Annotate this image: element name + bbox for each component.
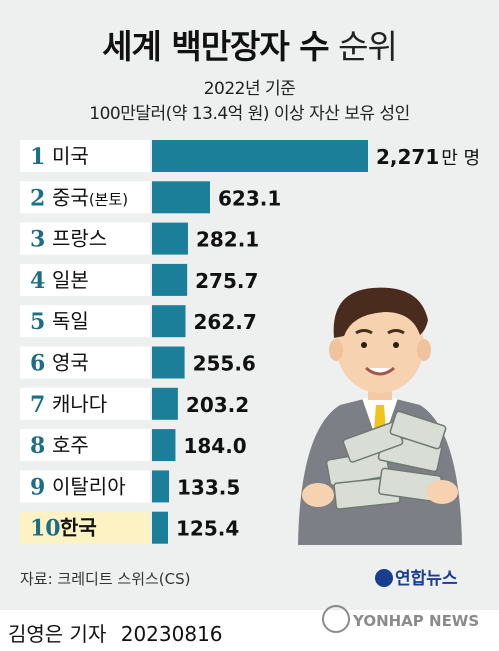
data-label: 184.0 (183, 434, 246, 458)
country-label-bg (20, 429, 150, 462)
byline: 김영은 기자 20230816 (8, 618, 223, 647)
bar (152, 470, 170, 503)
country-label-bg (20, 181, 150, 214)
country-name: 영국 (52, 351, 89, 375)
data-label: 125.4 (176, 517, 239, 541)
country-name: 프랑스 (52, 227, 107, 251)
watermark: YONHAP NEWS (322, 605, 479, 633)
businessman-with-money-icon (298, 287, 462, 545)
country-label-bg (20, 263, 150, 296)
subtitle-year: 2022년 기준 (203, 79, 296, 99)
watermark-icon (322, 605, 350, 633)
country-name: 호주 (52, 433, 89, 457)
yonhap-logo-icon (375, 569, 393, 587)
title-light: 순위 (338, 27, 398, 66)
bar (152, 346, 185, 379)
bar (152, 181, 210, 214)
country-name: 일본 (52, 268, 89, 292)
logo-text: 연합뉴스 (395, 569, 458, 589)
country-name: 캐나다 (52, 392, 107, 416)
country-name: 한국 (60, 516, 97, 540)
data-label: 133.5 (177, 475, 240, 499)
country-label-bg (20, 346, 150, 379)
bar (152, 305, 186, 338)
bar (152, 263, 188, 296)
country-label-bg (20, 222, 150, 255)
rank-number: 1 (30, 144, 45, 170)
rank-number: 5 (30, 309, 45, 335)
rank-number: 10 (30, 516, 61, 542)
title-bold: 세계 백만장자 수 (102, 27, 329, 66)
bar (152, 222, 188, 255)
data-label: 2,271 만 명 (376, 145, 480, 169)
bar (152, 140, 368, 172)
country-name: 독일 (52, 309, 89, 333)
data-label: 203.2 (186, 393, 249, 417)
unit-label: 만 명 (441, 148, 480, 169)
data-label: 262.7 (193, 310, 256, 334)
country-label-bg (20, 387, 150, 420)
reporter-name: 김영은 기자 (8, 622, 107, 646)
country-label-bg (20, 305, 150, 338)
bar (152, 429, 176, 462)
watermark-text: YONHAP NEWS (353, 612, 480, 630)
yonhap-logo: 연합뉴스 (375, 564, 458, 589)
data-label: 282.1 (196, 228, 259, 252)
rank-number: 6 (30, 351, 45, 377)
rank-number: 9 (30, 474, 45, 500)
country-label-bg (20, 140, 150, 172)
data-label: 623.1 (218, 186, 281, 210)
bar (152, 387, 178, 420)
country-name: 이탈리아 (52, 474, 126, 498)
rank-number: 4 (30, 268, 45, 294)
country-label-bg (20, 511, 150, 544)
country-label-bg (20, 470, 150, 503)
bar (152, 511, 168, 544)
rank-number: 8 (30, 433, 45, 459)
rank-number: 7 (30, 392, 45, 418)
chart-title: 세계 백만장자 수 순위 (0, 20, 499, 68)
subtitle-definition: 100만달러(약 13.4억 원) 이상 자산 보유 성인 (89, 104, 410, 124)
country-suffix: (본토) (89, 190, 128, 208)
source-note: 자료: 크레디트 스위스(CS) (20, 570, 191, 588)
rank-number: 2 (30, 185, 45, 211)
data-label: 275.7 (195, 269, 258, 293)
country-name: 미국 (52, 144, 89, 168)
rank-number: 3 (30, 227, 45, 253)
bar-chart: 1 미국 2,271 만 명2 중국(본토) 623.13 프랑스 282.14 일본 275.7… (20, 140, 480, 545)
publish-date: 20230816 (120, 622, 223, 646)
data-label: 255.6 (193, 352, 256, 376)
